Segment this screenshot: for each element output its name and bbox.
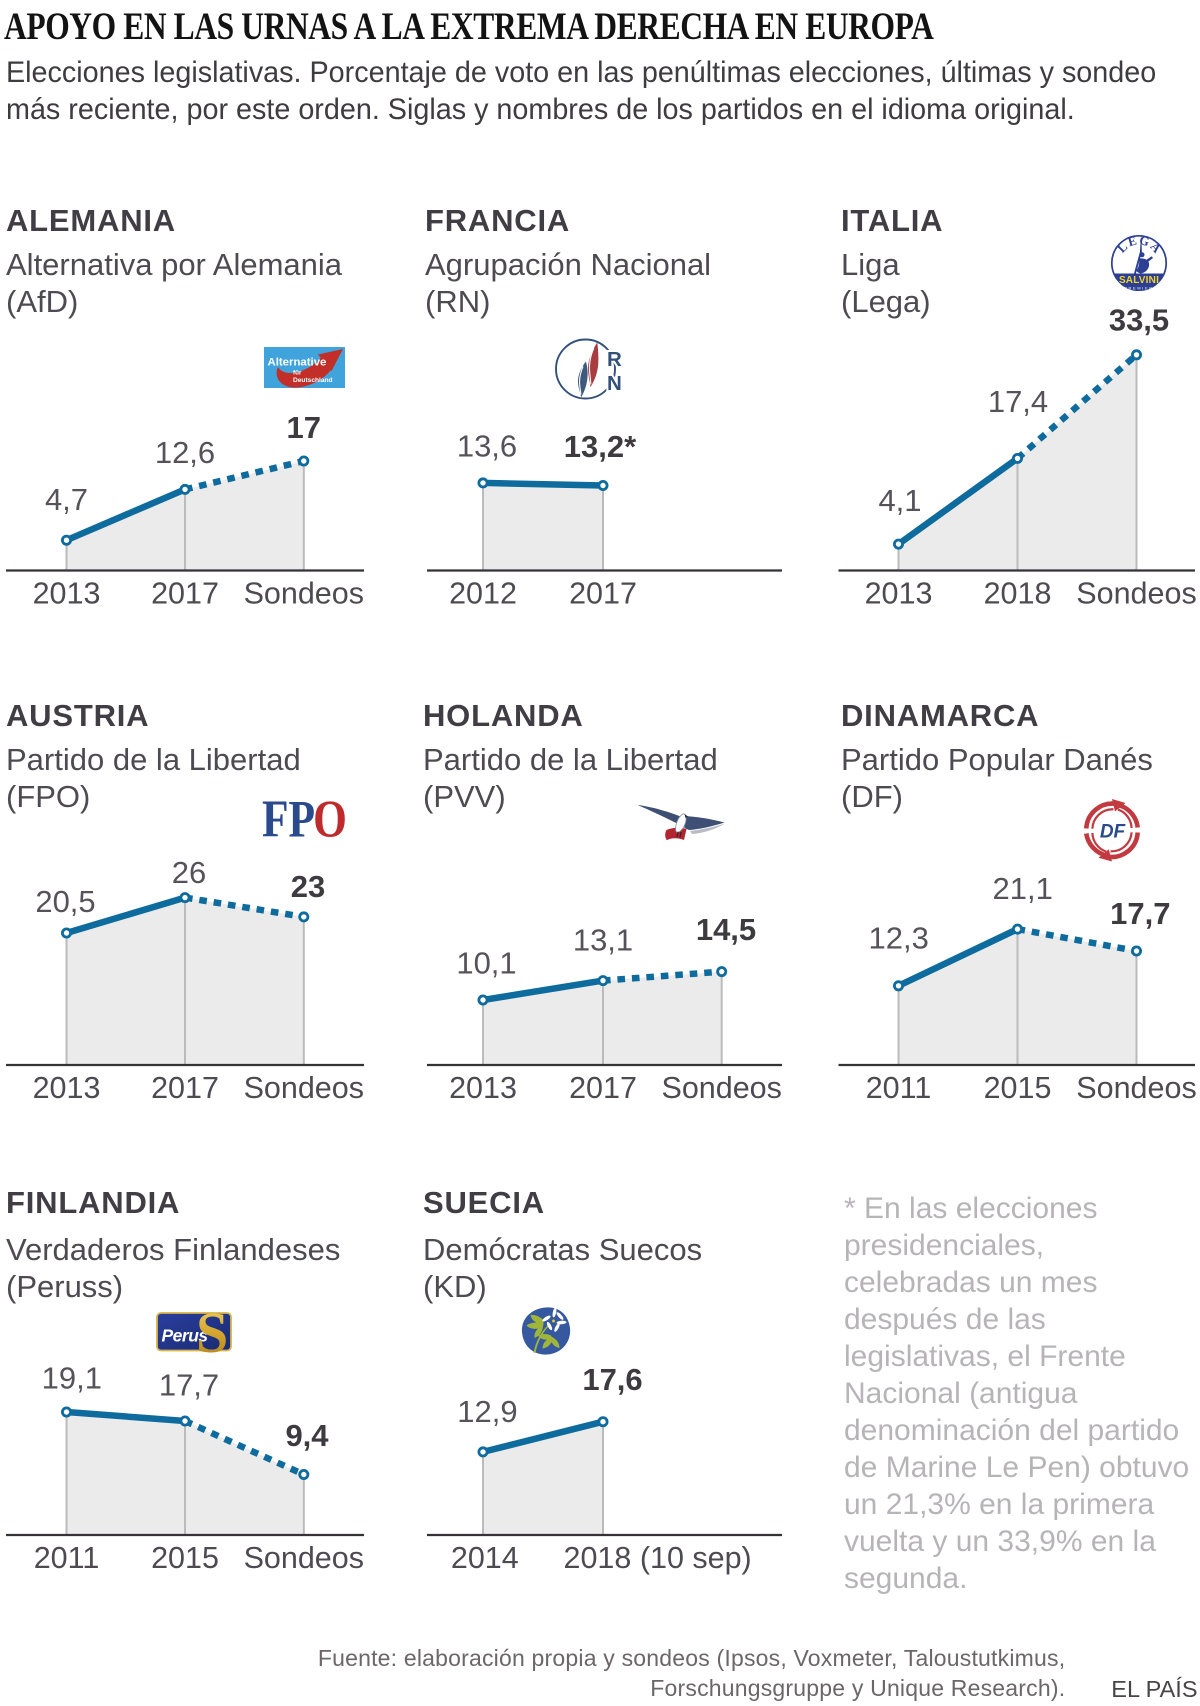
- svg-text:SALVINI: SALVINI: [1119, 275, 1159, 286]
- svg-text:Perus: Perus: [162, 1326, 209, 1346]
- svg-text:Alternative: Alternative: [268, 357, 327, 369]
- svg-text:2013: 2013: [33, 577, 101, 611]
- svg-text:17,6: 17,6: [582, 1362, 642, 1397]
- svg-text:26: 26: [172, 855, 206, 890]
- svg-text:13,1: 13,1: [573, 923, 633, 958]
- svg-text:PREMIER: PREMIER: [1124, 286, 1153, 291]
- svg-text:2017: 2017: [151, 577, 219, 611]
- svg-text:2012: 2012: [449, 577, 517, 611]
- svg-text:2013: 2013: [449, 1071, 517, 1105]
- svg-text:Sondeos: Sondeos: [244, 1541, 364, 1575]
- svg-text:12,3: 12,3: [869, 921, 929, 956]
- svg-text:FP: FP: [262, 791, 315, 849]
- svg-text:DF: DF: [1100, 822, 1127, 843]
- svg-text:23: 23: [291, 869, 325, 904]
- svg-text:12,6: 12,6: [155, 435, 215, 470]
- svg-text:Deutschland: Deutschland: [293, 377, 333, 384]
- svg-text:13,6: 13,6: [457, 429, 517, 464]
- svg-text:17: 17: [287, 410, 321, 445]
- svg-text:14,5: 14,5: [696, 912, 756, 947]
- svg-text:S: S: [196, 1300, 228, 1365]
- svg-text:4,7: 4,7: [45, 482, 88, 517]
- svg-text:2013: 2013: [33, 1071, 101, 1105]
- svg-text:O: O: [313, 791, 347, 849]
- svg-text:Sondeos: Sondeos: [1076, 577, 1196, 611]
- svg-text:13,2*: 13,2*: [564, 429, 637, 464]
- svg-text:9,4: 9,4: [285, 1418, 329, 1453]
- svg-text:2015: 2015: [984, 1071, 1052, 1105]
- svg-text:17,7: 17,7: [159, 1368, 219, 1403]
- svg-text:Sondeos: Sondeos: [244, 1071, 364, 1105]
- svg-text:2017: 2017: [151, 1071, 219, 1105]
- svg-text:2017: 2017: [569, 1071, 637, 1105]
- svg-text:2017: 2017: [569, 577, 637, 611]
- svg-text:N: N: [607, 372, 622, 395]
- svg-text:2013: 2013: [865, 577, 933, 611]
- svg-text:10,1: 10,1: [456, 946, 516, 981]
- svg-text:17,4: 17,4: [988, 384, 1048, 419]
- svg-text:12,9: 12,9: [457, 1394, 517, 1429]
- svg-text:Sondeos: Sondeos: [244, 577, 364, 611]
- svg-text:2014: 2014: [451, 1541, 519, 1575]
- svg-text:20,5: 20,5: [35, 884, 95, 919]
- svg-text:21,1: 21,1: [993, 871, 1053, 906]
- svg-text:4,1: 4,1: [878, 483, 921, 518]
- svg-text:Sondeos: Sondeos: [661, 1071, 781, 1105]
- svg-text:für: für: [293, 370, 302, 377]
- svg-text:2011: 2011: [34, 1541, 100, 1575]
- svg-text:2018 (10 sep): 2018 (10 sep): [564, 1541, 752, 1575]
- svg-text:2015: 2015: [151, 1541, 219, 1575]
- svg-text:R: R: [607, 348, 622, 371]
- svg-text:33,5: 33,5: [1109, 303, 1169, 338]
- svg-text:2011: 2011: [866, 1071, 932, 1105]
- svg-text:17,7: 17,7: [1110, 896, 1170, 931]
- svg-text:Sondeos: Sondeos: [1076, 1071, 1196, 1105]
- svg-text:19,1: 19,1: [42, 1361, 102, 1396]
- svg-text:2018: 2018: [984, 577, 1052, 611]
